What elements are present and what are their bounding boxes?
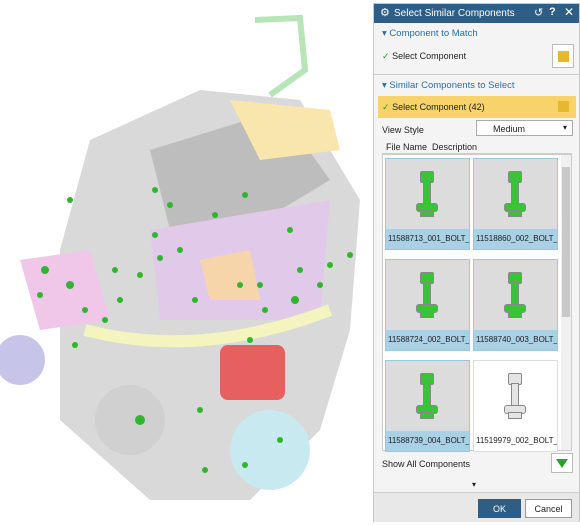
show-all-button[interactable] [551,453,573,473]
tab[interactable]: File Name [386,142,428,152]
item-label: 11588724_002_BOLT_... [386,330,469,350]
show-all-label: Show All Components [382,459,471,469]
ok-button[interactable]: OK [478,499,521,518]
item-grid: 11588713_001_BOLT_... 11518860_002_BOLT_.… [382,154,572,452]
component-tile[interactable]: 11588740_003_BOLT_... [473,259,558,351]
dialog-title: Select Similar Components [394,8,515,19]
engine-view[interactable] [0,0,372,525]
item-label: 11588713_001_BOLT_... [386,229,469,249]
bolt-shaft [511,383,519,407]
bolt-base [508,311,522,318]
title-bar: ⚙ Select Similar Components ↺ ? ✕ [374,4,579,23]
section-title: Similar Components to Select [389,80,515,91]
component-button[interactable] [552,44,574,68]
reset[interactable]: ↺ [534,7,544,19]
bolts [37,187,353,473]
component-tile[interactable]: 11588713_001_BOLT_... [385,158,470,250]
separator [374,74,579,75]
item-label: 11518860_002_BOLT_... [474,229,557,249]
bolt-shaft [511,181,519,205]
section-title: Component to Match [389,28,478,39]
expand-arrow[interactable]: ▾ [472,480,477,489]
bolt-shaft [423,181,431,205]
row-label: Select Component [392,51,467,61]
dialog: ⚙ Select Similar Components ↺ ? ✕ ▾ Comp… [373,3,580,522]
bolt-base [420,210,434,217]
bolt-base [508,210,522,217]
bolt-base [508,412,522,419]
tabs: File Name Description [382,140,572,154]
component-tile[interactable]: 11588739_004_BOLT_... [385,360,470,452]
cancel-button[interactable]: Cancel [525,499,572,518]
component-tile[interactable]: 11588724_002_BOLT_... [385,259,470,351]
help[interactable]: ? [549,6,556,18]
bolt-shaft [423,282,431,306]
cube-icon [558,101,569,112]
bolt-base [420,311,434,318]
component-tile[interactable]: 11518860_002_BOLT_... [473,158,558,250]
bolt-base [420,412,434,419]
bolt-shaft [423,383,431,407]
close[interactable]: ✕ [564,5,575,19]
view-style-dropdown[interactable]: Medium ▾ [476,120,573,136]
row-label: Select Component (42) [392,102,485,112]
bolt-shaft [511,282,519,306]
alternator [220,345,285,400]
cube-icon [558,51,569,62]
select-row-active[interactable]: ✓ Select Component (42) [378,96,576,118]
footer: OK Cancel [374,492,579,522]
view-style-label: View Style [382,125,424,135]
gear-icon[interactable]: ⚙ [380,7,390,19]
item-label: 11588740_003_BOLT_... [474,330,557,350]
tab[interactable]: Description [432,142,478,152]
select-row[interactable]: ✓ Select Component [382,51,467,61]
component-tile[interactable]: 11519979_002_BOLT_... [473,360,558,452]
item-label: 11588739_004_BOLT_... [386,431,469,451]
scrollbar[interactable] [561,155,571,450]
item-label: 11519979_002_BOLT_... [474,431,557,451]
dropdown-value: Medium [493,124,526,134]
section-header[interactable]: ▾ Similar Components to Select [382,80,515,91]
section-header[interactable]: ▾ Component to Match [382,28,478,39]
engine-body [0,14,360,500]
